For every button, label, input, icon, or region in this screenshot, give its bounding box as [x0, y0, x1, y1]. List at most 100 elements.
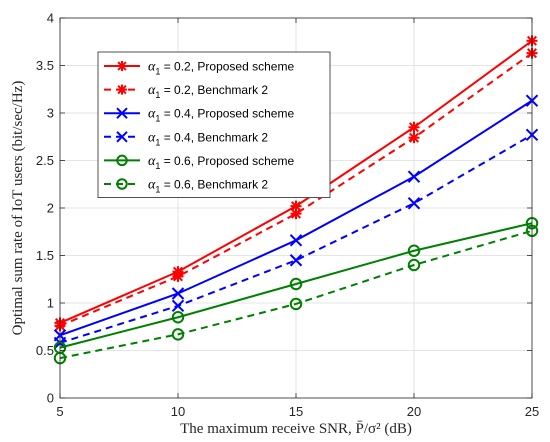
x-marker [407, 170, 421, 183]
legend-entry: α1 = 0.4, Proposed scheme [104, 107, 294, 124]
legend-label: α1 = 0.6, Benchmark 2 [148, 178, 268, 195]
marker-circle [407, 258, 421, 272]
y-tick-label: 4 [47, 11, 54, 26]
legend-alpha-symbol: α [148, 154, 156, 169]
marker-stroke [117, 84, 127, 95]
legend-label: α1 = 0.2, Proposed scheme [148, 60, 294, 77]
legend-label: α1 = 0.4, Proposed scheme [148, 107, 294, 124]
x-marker [171, 287, 185, 300]
circle-marker [289, 277, 303, 291]
legend-entry: α1 = 0.6, Benchmark 2 [104, 178, 268, 195]
legend-entry: α1 = 0.6, Proposed scheme [104, 154, 294, 171]
y-tick-label: 2 [47, 201, 54, 216]
legend-alpha-subscript: 1 [155, 90, 160, 100]
legend-alpha-subscript: 1 [155, 67, 160, 77]
asterisk-marker [408, 132, 420, 144]
marker-circle [289, 297, 303, 311]
legend-label: α1 = 0.4, Benchmark 2 [148, 130, 268, 147]
x-tick-label: 20 [407, 404, 421, 419]
marker-circle [407, 244, 421, 257]
legend-alpha-subscript: 1 [155, 161, 160, 171]
legend-label-text: = 0.4, Proposed scheme [160, 107, 294, 121]
marker-stroke [289, 234, 303, 247]
marker-stroke [291, 201, 301, 212]
legend-label: α1 = 0.2, Benchmark 2 [148, 83, 268, 100]
x-tick-label: 25 [525, 404, 539, 419]
legend-box [97, 51, 331, 199]
legend-alpha-symbol: α [148, 130, 156, 145]
asterisk-marker [117, 84, 127, 95]
legend-alpha-symbol: α [148, 60, 156, 75]
x-axis-label: The maximum receive SNR, P̄/σ² (dB) [180, 421, 412, 437]
y-tick-label: 2.5 [36, 153, 54, 168]
marker-circle [116, 154, 128, 167]
marker-stroke [116, 107, 128, 119]
y-tick-label: 1 [47, 296, 54, 311]
y-tick-label: 0 [47, 391, 54, 406]
x-tick-label: 15 [289, 404, 303, 419]
circle-marker [171, 328, 185, 341]
legend-alpha-symbol: α [148, 83, 156, 98]
legend-label-text: = 0.6, Benchmark 2 [160, 178, 268, 192]
x-marker [407, 197, 421, 210]
legend-label-text: = 0.4, Benchmark 2 [160, 130, 268, 144]
marker-stroke [407, 197, 421, 210]
legend-label-text: = 0.6, Proposed scheme [160, 154, 294, 168]
marker-stroke [289, 254, 303, 267]
circle-marker [407, 244, 421, 257]
series-line [59, 229, 533, 360]
marker-stroke [117, 61, 127, 71]
ticks: 5 10 15 20 25 0 0.5 1 1.5 2 2.5 3 3.5 4 [36, 11, 539, 420]
circle-marker [171, 311, 185, 324]
marker-stroke [291, 208, 301, 219]
marker-stroke [407, 170, 421, 183]
x-marker [289, 234, 303, 247]
circle-marker [116, 178, 128, 190]
circle-marker [289, 297, 303, 311]
marker-stroke [409, 132, 419, 143]
marker-stroke [116, 131, 128, 143]
legend-alpha-subscript: 1 [155, 114, 160, 124]
legend-entry: α1 = 0.4, Benchmark 2 [104, 130, 268, 147]
legend-entry: α1 = 0.2, Benchmark 2 [104, 83, 268, 100]
asterisk-marker [290, 208, 302, 220]
legend-alpha-symbol: α [148, 107, 156, 122]
series-4 [53, 128, 539, 350]
legend-alpha-symbol: α [148, 178, 156, 193]
legend-entry: α1 = 0.2, Proposed scheme [104, 60, 294, 77]
marker-stroke [171, 287, 185, 300]
x-marker [289, 254, 303, 267]
marker-circle [116, 178, 128, 190]
x-marker [116, 131, 128, 143]
x-marker [116, 107, 128, 119]
y-tick-label: 0.5 [36, 343, 54, 358]
y-tick-label: 1.5 [36, 248, 54, 263]
asterisk-marker [117, 61, 127, 71]
legend-alpha-subscript: 1 [155, 137, 160, 147]
series-line [59, 52, 533, 327]
marker-circle [289, 277, 303, 291]
y-axis-label: Optimal sum rate of IoT users (bit/sec/H… [10, 81, 26, 336]
marker-stroke [173, 271, 183, 282]
legend-alpha-subscript: 1 [155, 185, 160, 195]
y-tick-label: 3 [47, 106, 54, 121]
legend-label-text: = 0.2, Proposed scheme [160, 60, 294, 74]
circle-marker [407, 258, 421, 272]
asterisk-marker [290, 200, 302, 212]
marker-stroke [409, 122, 419, 133]
marker-circle [171, 311, 185, 324]
asterisk-marker [408, 121, 420, 133]
x-tick-label: 10 [171, 404, 185, 419]
y-tick-label: 3.5 [36, 58, 54, 73]
x-tick-label: 5 [56, 404, 63, 419]
asterisk-marker [172, 270, 184, 282]
circle-marker [116, 154, 128, 167]
legend-label-text: = 0.2, Benchmark 2 [160, 83, 268, 97]
marker-stroke [171, 299, 185, 313]
series-line [59, 222, 533, 349]
legend-label: α1 = 0.6, Proposed scheme [148, 154, 294, 171]
series-line [59, 133, 533, 344]
x-marker [171, 299, 185, 313]
